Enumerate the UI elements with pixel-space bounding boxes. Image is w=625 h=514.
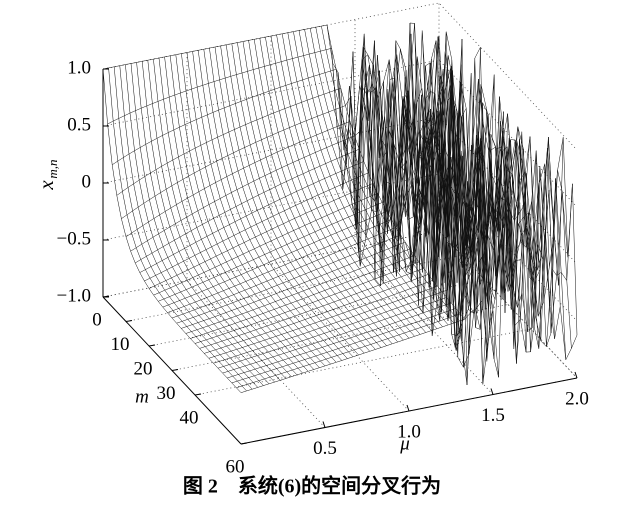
surface-mesh: [125, 64, 264, 386]
surface-mesh: [136, 62, 275, 383]
y-tick: [148, 344, 156, 347]
z-tick-label: −1.0: [57, 285, 91, 306]
surface-mesh: [167, 84, 504, 313]
z-tick-label: −0.5: [57, 228, 91, 249]
surface-mesh: [199, 113, 536, 349]
y-tick: [240, 442, 248, 445]
x-tick-label: 0.5: [313, 438, 337, 459]
z-tick-label: 0: [82, 171, 92, 192]
surface-mesh: [190, 138, 527, 339]
x-tick: [490, 388, 494, 395]
x-tick-label: 1.5: [481, 405, 505, 426]
z-label-base: x: [34, 180, 58, 191]
z-tick-label: 0.5: [67, 114, 91, 135]
surface-mesh: [236, 173, 573, 389]
surface-mesh: [102, 24, 440, 217]
surface-mesh: [139, 64, 477, 287]
x-axis-label: μ: [399, 433, 410, 454]
surface-mesh: [153, 59, 292, 377]
surface-mesh: [185, 96, 523, 337]
surface-mesh: [169, 55, 309, 372]
surface-mesh: [225, 44, 365, 354]
surface-mesh: [213, 135, 550, 364]
y-tick: [194, 393, 202, 396]
surface-mesh: [217, 137, 555, 369]
surface-mesh: [153, 68, 490, 296]
surface-mesh: [231, 165, 569, 385]
z-axis-label: x m,n: [34, 159, 60, 190]
x-tick-label: 2.0: [565, 388, 589, 409]
surface-mesh: [276, 34, 415, 337]
x-grid-line: [186, 52, 326, 428]
surface-mesh: [171, 94, 509, 319]
surface-mesh: [181, 121, 518, 329]
y-tick: [171, 369, 179, 371]
surface-mesh: [107, 22, 444, 241]
y-tick-label: 40: [180, 407, 199, 428]
surface-mesh: [222, 139, 559, 374]
surface-mesh: [144, 47, 481, 282]
z-tick-label: 1.0: [67, 57, 91, 78]
surface-mesh: [121, 31, 458, 246]
caption: 图 2 系统(6)的空间分叉行为: [183, 474, 441, 498]
y-axis-label: m: [135, 386, 149, 407]
y-tick: [102, 295, 110, 298]
surface-mesh: [147, 60, 286, 379]
surface-mesh: [116, 40, 454, 238]
surface-mesh: [176, 109, 513, 324]
y-tick-label: 60: [226, 456, 245, 477]
surface-mesh: [148, 66, 486, 289]
y-tick-label: 0: [92, 309, 102, 330]
y-tick-label: 20: [134, 358, 153, 379]
surface-mesh: [227, 137, 564, 379]
y-tick-label: 10: [111, 334, 130, 355]
z-label-sub: m,n: [45, 159, 60, 178]
y-tick: [125, 320, 133, 322]
x-tick: [574, 371, 578, 379]
surface-mesh: [214, 46, 354, 357]
z-grid-line: [102, 2, 578, 151]
y-tick-label: 30: [157, 383, 176, 404]
surface-mesh: [141, 61, 281, 381]
x-tick-label: 1.0: [397, 421, 421, 442]
surface-mesh: [158, 74, 495, 302]
x-tick: [322, 421, 326, 428]
surface-mesh: [125, 38, 463, 238]
x-tick: [406, 404, 410, 412]
surface-mesh: [240, 173, 578, 393]
